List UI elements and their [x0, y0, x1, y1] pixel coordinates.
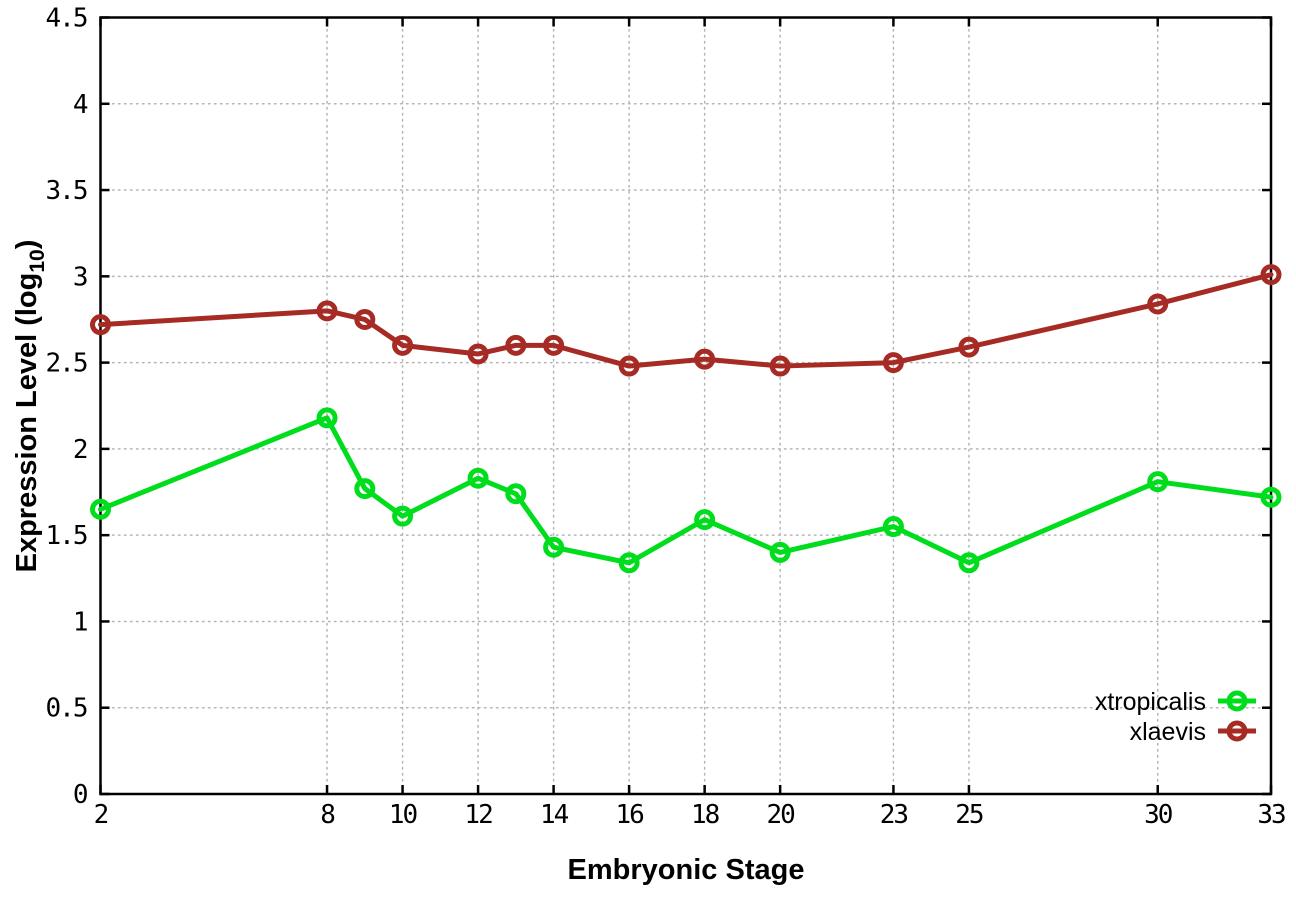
series-xlaevis — [90, 264, 1282, 377]
data-point-xlaevis — [882, 352, 904, 374]
data-point-xtropicalis — [882, 516, 904, 538]
data-point-xtropicalis — [958, 552, 980, 574]
y-axis-title-close: ) — [11, 240, 43, 250]
y-tick-label: 0 — [73, 780, 87, 810]
x-tick-label: 20 — [766, 800, 794, 830]
data-point-xtropicalis — [467, 467, 489, 489]
data-point-xlaevis — [543, 334, 565, 356]
legend-marker-icon-xtropicalis — [1218, 690, 1256, 712]
x-tick-label: 25 — [955, 800, 983, 830]
x-tick-label: 33 — [1257, 800, 1285, 830]
data-point-xtropicalis — [90, 498, 111, 520]
legend-label-xtropicalis: xtropicalis — [1095, 688, 1206, 716]
data-point-xtropicalis — [694, 509, 716, 531]
data-point-xtropicalis — [1147, 471, 1169, 493]
data-point-xtropicalis — [769, 541, 791, 563]
y-tick-label: 1 — [73, 607, 87, 637]
y-tick-label: 2 — [73, 435, 87, 465]
data-point-xtropicalis — [505, 483, 527, 505]
data-point-xlaevis — [467, 343, 489, 365]
plot-area — [99, 16, 1273, 796]
data-point-xlaevis — [505, 334, 527, 356]
y-tick-labels: 0 0.5 1 1.5 2 2.5 3 3.5 4 4.5 — [46, 4, 90, 811]
y-axis-title: Expression Level (log10) — [11, 240, 49, 573]
series-lines — [90, 264, 1282, 574]
data-point-xtropicalis — [316, 407, 338, 429]
y-tick-label: 3.5 — [46, 176, 87, 206]
x-tick-label: 2 — [94, 800, 108, 830]
x-tick-label: 30 — [1144, 800, 1172, 830]
y-tick-label: 3 — [73, 262, 87, 292]
y-tick-label: 1.5 — [46, 521, 87, 551]
plot-border-and-ticks — [99, 16, 1273, 796]
legend-item-xtropicalis: xtropicalis — [1095, 688, 1256, 716]
data-point-xlaevis — [618, 355, 640, 377]
legend-label-xlaevis: xlaevis — [1130, 718, 1206, 746]
data-point-xtropicalis — [543, 536, 565, 558]
y-axis-title-text: Expression Level (log — [11, 273, 43, 573]
x-tick-label: 23 — [880, 800, 908, 830]
y-tick-label: 4.5 — [46, 4, 87, 34]
y-tick-label: 4 — [73, 90, 88, 120]
series-xtropicalis — [90, 407, 1282, 574]
series-line-xlaevis — [98, 272, 1274, 369]
data-point-xlaevis — [354, 308, 376, 330]
data-point-xlaevis — [958, 336, 980, 358]
data-point-xlaevis — [769, 355, 791, 377]
data-point-xlaevis — [392, 334, 414, 356]
x-tick-label: 12 — [464, 800, 492, 830]
data-point-xtropicalis — [354, 478, 376, 500]
series-line-xtropicalis — [98, 415, 1274, 566]
data-point-xlaevis — [90, 314, 111, 336]
data-point-xtropicalis — [1260, 486, 1282, 508]
y-tick-label: 2.5 — [46, 349, 87, 379]
x-tick-label: 18 — [691, 800, 719, 830]
legend-marker-icon-xlaevis — [1218, 720, 1256, 742]
y-tick-label: 0.5 — [46, 694, 87, 724]
data-point-xlaevis — [694, 348, 716, 370]
data-point-xtropicalis — [392, 505, 414, 527]
gridlines — [99, 16, 1272, 795]
x-tick-label: 14 — [540, 800, 569, 830]
x-axis-title: Embryonic Stage — [568, 854, 805, 886]
x-tick-labels: 2 8 10 12 14 16 18 20 23 25 30 33 — [94, 800, 1287, 830]
legend-item-xlaevis: xlaevis — [1130, 718, 1256, 746]
data-point-xlaevis — [316, 300, 338, 322]
legend-sample-marker — [1226, 720, 1248, 742]
x-tick-label: 16 — [615, 800, 643, 830]
data-point-xlaevis — [1260, 264, 1282, 286]
legend-sample-marker — [1226, 690, 1248, 712]
data-point-xtropicalis — [618, 552, 640, 574]
x-tick-label: 8 — [320, 800, 334, 830]
x-tick-label: 10 — [389, 800, 417, 830]
y-axis-title-subscript: 10 — [26, 249, 49, 272]
data-point-xlaevis — [1147, 293, 1169, 315]
